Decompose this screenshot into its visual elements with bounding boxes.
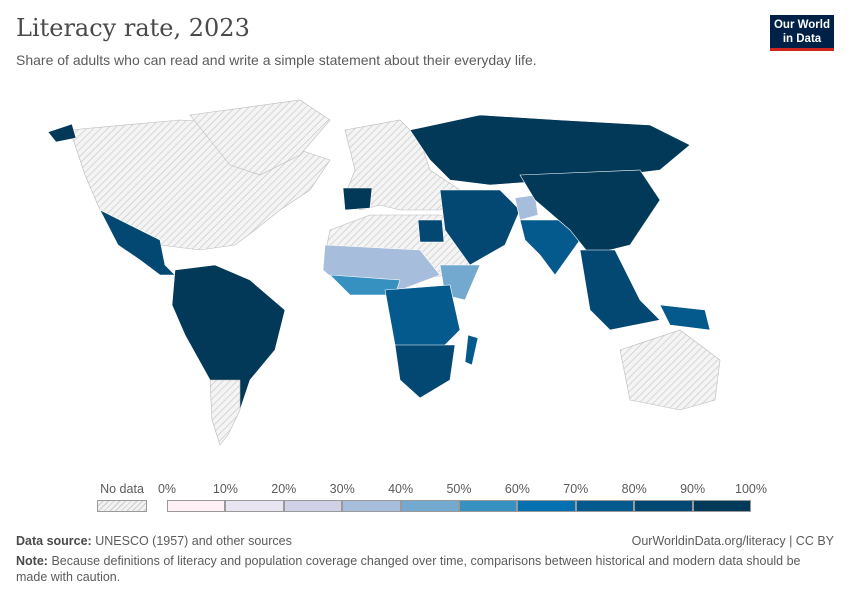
region-greenland[interactable] bbox=[189, 99, 331, 176]
region-central-africa[interactable] bbox=[384, 284, 461, 351]
legend-bin[interactable] bbox=[400, 500, 459, 512]
legend-tick: 40% bbox=[388, 482, 414, 496]
logo-line1: Our World bbox=[773, 19, 830, 31]
legend-tick: 90% bbox=[680, 482, 706, 496]
legend-bin[interactable] bbox=[459, 500, 518, 512]
owid-logo[interactable]: Our World in Data bbox=[770, 15, 834, 51]
legend-tick: 10% bbox=[212, 482, 238, 496]
region-middle-east[interactable] bbox=[439, 189, 521, 266]
legend-tick: 100% bbox=[735, 482, 767, 496]
source-label: Data source: bbox=[16, 534, 92, 548]
legend-tick: 30% bbox=[329, 482, 355, 496]
legend-tick: 60% bbox=[504, 482, 530, 496]
region-australia[interactable] bbox=[619, 329, 721, 411]
color-legend: No data 0% 10% 20% 30% 40% 50% 60% 70% 80% 90% 100… bbox=[0, 480, 850, 520]
legend-bin[interactable] bbox=[225, 500, 284, 512]
legend-bin[interactable] bbox=[692, 500, 751, 512]
region-southern-africa[interactable] bbox=[394, 344, 456, 399]
legend-tick: 20% bbox=[271, 482, 297, 496]
legend-bin[interactable] bbox=[575, 500, 635, 512]
no-data-label: No data bbox=[100, 482, 144, 496]
legend-tick: 80% bbox=[621, 482, 647, 496]
note: Note: Because definitions of literacy an… bbox=[16, 553, 831, 585]
legend-bin[interactable] bbox=[342, 500, 401, 512]
source-text[interactable]: UNESCO (1957) and other sources bbox=[95, 534, 292, 548]
region-iberia[interactable] bbox=[342, 187, 373, 211]
legend-bin[interactable] bbox=[634, 500, 693, 512]
subtitle: Share of adults who can read and write a… bbox=[16, 52, 537, 68]
legend-tick: 0% bbox=[157, 482, 177, 496]
note-text: Because definitions of literacy and popu… bbox=[16, 554, 801, 584]
logo-line2: in Data bbox=[782, 33, 822, 45]
no-data-swatch[interactable] bbox=[97, 500, 147, 512]
region-madagascar[interactable] bbox=[464, 334, 479, 366]
region-egypt[interactable] bbox=[417, 219, 445, 243]
region-argentina[interactable] bbox=[209, 379, 241, 446]
legend-bin[interactable] bbox=[167, 500, 226, 512]
region-afghanistan[interactable] bbox=[514, 194, 539, 221]
region-alaska[interactable] bbox=[47, 123, 77, 143]
note-label: Note: bbox=[16, 554, 48, 568]
region-new-guinea[interactable] bbox=[659, 304, 711, 331]
legend-bin[interactable] bbox=[517, 500, 576, 512]
region-south-america[interactable] bbox=[171, 264, 286, 431]
legend-tick: 50% bbox=[446, 482, 472, 496]
region-mexico-central-america[interactable] bbox=[99, 209, 176, 276]
legend-tick: 70% bbox=[563, 482, 589, 496]
world-map[interactable] bbox=[0, 80, 850, 475]
data-source: Data source: UNESCO (1957) and other sou… bbox=[16, 534, 292, 548]
page-title: Literacy rate, 2023 bbox=[16, 14, 250, 42]
legend-bin[interactable] bbox=[283, 500, 343, 512]
owid-link[interactable]: OurWorldinData.org/literacy | CC BY bbox=[631, 534, 834, 548]
region-southeast-asia[interactable] bbox=[579, 249, 661, 331]
